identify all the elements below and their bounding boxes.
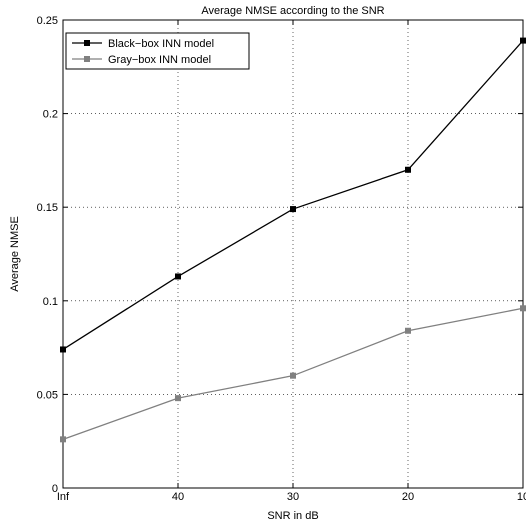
- series-1-marker: [290, 206, 296, 213]
- legend: Black−box INN model Gray−box INN model: [65, 32, 250, 70]
- y-tick-label: 0.1: [43, 296, 58, 308]
- series-1-marker: [405, 166, 411, 173]
- series-2-marker: [175, 395, 181, 402]
- y-tick-label: 0.15: [37, 202, 58, 214]
- x-tick-label: 20: [402, 491, 414, 503]
- legend-marker-1: [84, 40, 90, 46]
- series-2-marker: [520, 305, 526, 312]
- series-1-marker: [520, 37, 526, 44]
- y-tick-label: 0.2: [43, 109, 58, 121]
- series-1-marker: [175, 273, 181, 280]
- y-tick-label: 0: [52, 483, 58, 495]
- series-2-marker: [290, 372, 296, 379]
- y-axis-label: Average NMSE: [9, 216, 21, 292]
- series-2-marker: [405, 327, 411, 334]
- x-tick-label: 10: [517, 491, 526, 503]
- y-tick-label: 0.05: [37, 389, 58, 401]
- ticks: Inf 40 30 20 10 0 0.05 0.1 0.15 0.2 0.25: [37, 15, 526, 503]
- x-tick-label: 30: [287, 491, 299, 503]
- x-tick-label: 40: [172, 491, 184, 503]
- legend-marker-2: [84, 56, 90, 62]
- series-2-marker: [60, 436, 66, 443]
- x-tick-label: Inf: [57, 491, 70, 503]
- legend-label-2: Gray−box INN model: [108, 54, 211, 66]
- series-group: [60, 37, 526, 443]
- chart-title: Average NMSE according to the SNR: [201, 5, 384, 17]
- x-axis-label: SNR in dB: [267, 510, 318, 522]
- legend-label-1: Black−box INN model: [108, 38, 214, 50]
- y-tick-label: 0.25: [37, 15, 58, 27]
- legend-box: [65, 32, 250, 70]
- series-1-marker: [60, 346, 66, 353]
